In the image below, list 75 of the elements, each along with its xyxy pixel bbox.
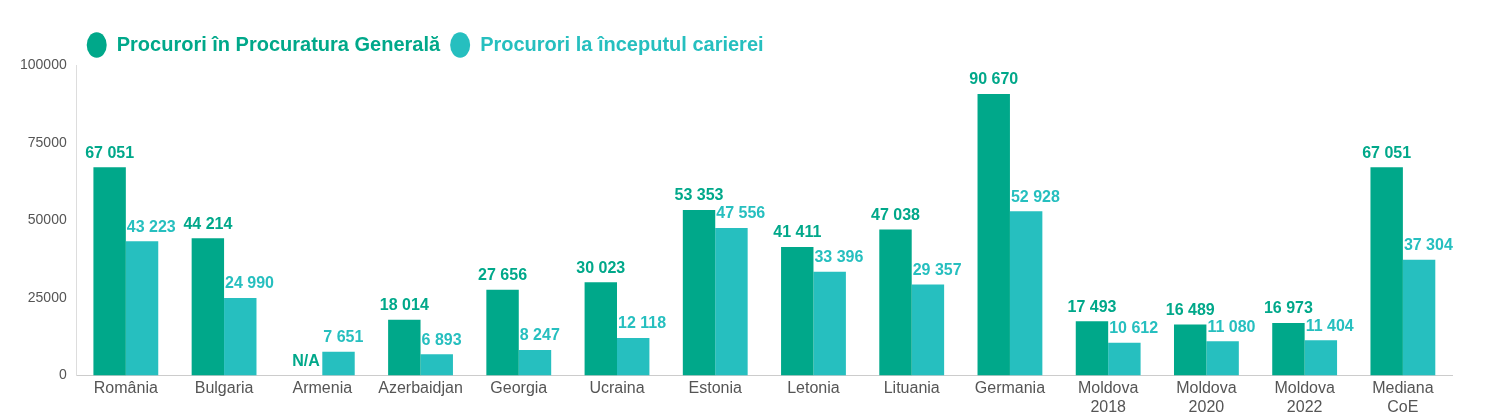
bar [977, 93, 1010, 376]
data-label: 29 357 [912, 260, 962, 278]
bar [1370, 167, 1403, 376]
bar [781, 246, 814, 376]
bar [813, 271, 846, 376]
data-label: 16 973 [1263, 299, 1314, 317]
x-tick-label: Bulgaria [194, 378, 254, 396]
data-label: 67 051 [85, 143, 135, 161]
bar [322, 351, 355, 376]
data-label: 11 080 [1207, 317, 1256, 335]
data-label: 53 353 [674, 186, 724, 204]
bar [715, 227, 748, 376]
data-label: 47 038 [871, 205, 921, 223]
data-label: 43 223 [126, 217, 176, 235]
bar [879, 229, 912, 376]
data-label: 17 493 [1067, 297, 1117, 315]
data-label: 30 023 [576, 258, 626, 276]
data-label: 47 556 [716, 204, 766, 222]
data-label: 12 118 [618, 314, 667, 332]
data-label: 24 990 [225, 274, 275, 292]
data-label: 11 404 [1305, 316, 1354, 334]
legend-label: Procurori în Procuratura Generală [116, 32, 442, 55]
bar [1009, 211, 1043, 376]
bar [911, 284, 945, 376]
x-tick-label: Germania [974, 378, 1046, 396]
x-tick-label: România [93, 378, 158, 396]
y-tick-label: 0 [58, 366, 67, 383]
x-tick-label: Armenia [292, 378, 353, 396]
data-label: 7 651 [323, 328, 364, 346]
data-label: 44 214 [183, 214, 233, 232]
data-label: 8 247 [519, 326, 560, 344]
x-tick-label: Azerbaidjan [378, 378, 463, 396]
x-tick-label: Moldova 2022 [1274, 378, 1335, 415]
data-label: 67 051 [1362, 143, 1412, 161]
data-label: 16 489 [1165, 300, 1215, 318]
x-tick-label: Letonia [787, 378, 840, 396]
y-tick-label: 50000 [27, 211, 67, 228]
bar [191, 238, 225, 376]
bar [1304, 340, 1338, 376]
data-label: 18 014 [379, 296, 429, 314]
x-tick-label: Georgia [490, 378, 548, 396]
x-tick-label: Moldova 2018 [1077, 378, 1139, 415]
bar [584, 282, 618, 376]
x-tick-label: Estonia [688, 378, 743, 396]
data-label: 6 893 [421, 330, 462, 348]
bar [125, 241, 159, 376]
data-label: 41 411 [773, 223, 822, 241]
y-tick-label: 25000 [27, 288, 67, 305]
bar [518, 349, 552, 376]
bar [420, 354, 453, 376]
bar [617, 337, 650, 376]
y-tick-label: 75000 [27, 133, 67, 150]
bar [93, 167, 126, 376]
bar [1075, 321, 1109, 376]
x-tick-label: Lituania [883, 378, 940, 396]
bar [1402, 259, 1436, 376]
x-tick-label: Moldova 2020 [1176, 378, 1237, 415]
data-label: 37 304 [1403, 236, 1453, 254]
data-label: 10 612 [1109, 319, 1159, 337]
bar [1272, 322, 1305, 376]
x-tick-label: Ucraina [589, 378, 645, 396]
bar [1174, 324, 1207, 376]
data-label: 90 670 [969, 70, 1019, 88]
x-tick-label: Mediana CoE [1372, 378, 1434, 415]
bar [388, 319, 421, 376]
bar [682, 209, 716, 376]
data-label: 27 656 [478, 266, 528, 284]
bar [1108, 342, 1141, 376]
legend-label: Procurori la începutul carierei [480, 32, 764, 55]
data-label: 52 928 [1010, 187, 1060, 205]
data-label: 33 396 [814, 248, 864, 266]
bar [224, 297, 257, 376]
y-tick-label: 100000 [20, 55, 67, 72]
text: N/A [292, 352, 320, 370]
bar [486, 289, 519, 376]
